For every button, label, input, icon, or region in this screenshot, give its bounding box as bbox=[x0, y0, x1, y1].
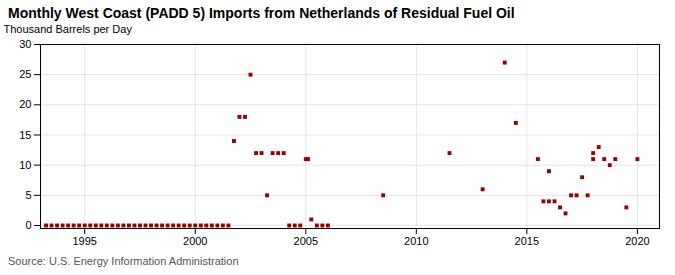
svg-text:Thousand Barrels per Day: Thousand Barrels per Day bbox=[4, 23, 133, 35]
svg-text:15: 15 bbox=[19, 129, 31, 141]
svg-text:5: 5 bbox=[25, 189, 31, 201]
svg-text:10: 10 bbox=[19, 159, 31, 171]
svg-text:1995: 1995 bbox=[72, 235, 96, 247]
svg-text:2020: 2020 bbox=[625, 235, 649, 247]
html-text:Source: U.S. Energy Informatio: Source: U.S. Energy Information Administ… bbox=[8, 255, 239, 267]
svg-text:2005: 2005 bbox=[294, 235, 318, 247]
html-text:Monthly West Coast (PADD 5) Im: Monthly West Coast (PADD 5) Imports from… bbox=[8, 5, 515, 21]
svg-text:2015: 2015 bbox=[515, 235, 539, 247]
svg-text:20: 20 bbox=[19, 98, 31, 110]
svg-text:2000: 2000 bbox=[183, 235, 207, 247]
svg-text:30: 30 bbox=[19, 38, 31, 50]
svg-text:25: 25 bbox=[19, 68, 31, 80]
svg-text:2010: 2010 bbox=[404, 235, 428, 247]
svg-text:0: 0 bbox=[25, 219, 31, 231]
